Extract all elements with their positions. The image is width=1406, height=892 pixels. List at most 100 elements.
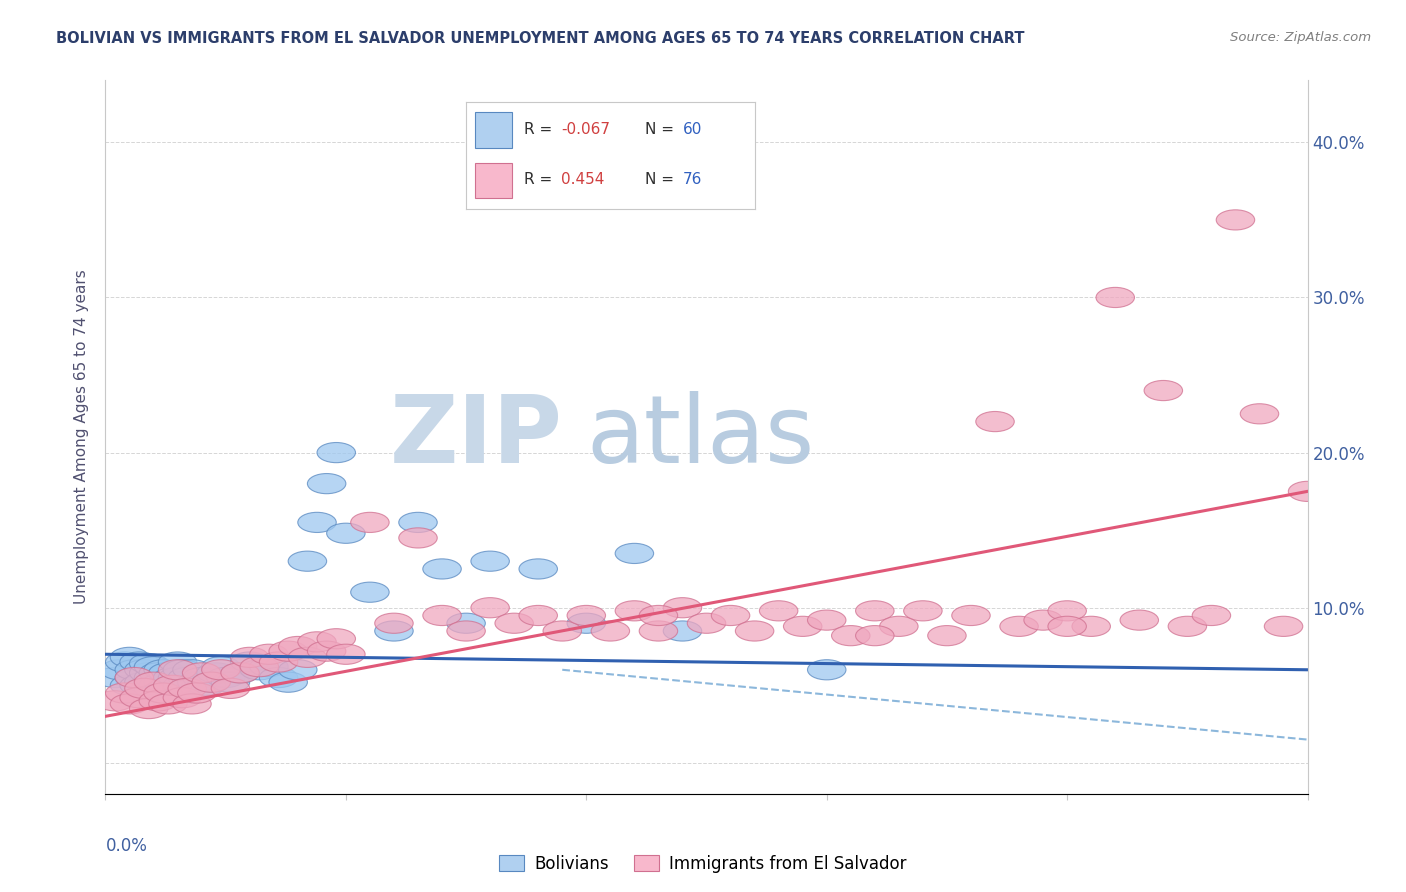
Ellipse shape [1192, 606, 1230, 625]
Ellipse shape [201, 660, 240, 680]
Ellipse shape [173, 694, 211, 714]
Ellipse shape [1168, 616, 1206, 636]
Ellipse shape [928, 625, 966, 646]
Ellipse shape [399, 528, 437, 548]
Ellipse shape [139, 663, 177, 683]
Ellipse shape [495, 613, 533, 633]
Ellipse shape [231, 648, 269, 667]
Ellipse shape [159, 660, 197, 680]
Ellipse shape [269, 672, 308, 692]
Ellipse shape [259, 652, 298, 672]
Ellipse shape [177, 672, 217, 692]
Ellipse shape [399, 512, 437, 533]
Ellipse shape [856, 625, 894, 646]
Ellipse shape [783, 616, 823, 636]
Ellipse shape [1071, 616, 1111, 636]
Ellipse shape [221, 663, 259, 683]
Ellipse shape [193, 672, 231, 692]
Ellipse shape [350, 582, 389, 602]
Ellipse shape [115, 667, 153, 688]
Ellipse shape [125, 660, 163, 680]
Ellipse shape [110, 694, 149, 714]
Ellipse shape [197, 663, 235, 683]
Ellipse shape [519, 606, 557, 625]
Ellipse shape [231, 652, 269, 672]
Ellipse shape [1097, 287, 1135, 308]
Ellipse shape [1121, 610, 1159, 631]
Ellipse shape [880, 616, 918, 636]
Ellipse shape [125, 678, 163, 698]
Ellipse shape [519, 559, 557, 579]
Ellipse shape [163, 675, 201, 696]
Ellipse shape [591, 621, 630, 641]
Ellipse shape [976, 411, 1014, 432]
Ellipse shape [807, 610, 846, 631]
Ellipse shape [177, 683, 217, 703]
Ellipse shape [952, 606, 990, 625]
Ellipse shape [193, 672, 231, 692]
Ellipse shape [163, 660, 201, 680]
Ellipse shape [110, 648, 149, 667]
Ellipse shape [250, 657, 288, 677]
Ellipse shape [567, 613, 606, 633]
Text: 60: 60 [682, 122, 702, 137]
Ellipse shape [240, 657, 278, 677]
Ellipse shape [616, 543, 654, 564]
Ellipse shape [143, 683, 183, 703]
FancyBboxPatch shape [475, 112, 512, 148]
Ellipse shape [298, 632, 336, 652]
Ellipse shape [143, 660, 183, 680]
Ellipse shape [149, 694, 187, 714]
Ellipse shape [423, 559, 461, 579]
Ellipse shape [308, 641, 346, 661]
Ellipse shape [135, 672, 173, 692]
Ellipse shape [269, 641, 308, 661]
Ellipse shape [807, 660, 846, 680]
Ellipse shape [101, 660, 139, 680]
Ellipse shape [167, 667, 207, 688]
Ellipse shape [259, 667, 298, 688]
Ellipse shape [129, 663, 167, 683]
Ellipse shape [143, 672, 183, 692]
Ellipse shape [350, 512, 389, 533]
Ellipse shape [688, 613, 725, 633]
Ellipse shape [135, 678, 173, 698]
Ellipse shape [96, 690, 135, 711]
Ellipse shape [735, 621, 773, 641]
Ellipse shape [831, 625, 870, 646]
Text: -0.067: -0.067 [561, 122, 610, 137]
Text: N =: N = [645, 172, 679, 187]
Ellipse shape [1288, 482, 1327, 501]
Ellipse shape [316, 442, 356, 463]
Ellipse shape [316, 629, 356, 648]
Ellipse shape [664, 598, 702, 618]
Ellipse shape [105, 683, 143, 703]
Ellipse shape [1240, 404, 1278, 424]
Ellipse shape [447, 621, 485, 641]
Text: BOLIVIAN VS IMMIGRANTS FROM EL SALVADOR UNEMPLOYMENT AMONG AGES 65 TO 74 YEARS C: BOLIVIAN VS IMMIGRANTS FROM EL SALVADOR … [56, 31, 1025, 46]
Ellipse shape [856, 600, 894, 621]
Ellipse shape [163, 688, 201, 707]
Ellipse shape [1047, 616, 1087, 636]
Ellipse shape [120, 652, 159, 672]
Ellipse shape [471, 551, 509, 571]
Ellipse shape [1264, 616, 1303, 636]
Ellipse shape [159, 652, 197, 672]
Ellipse shape [1144, 381, 1182, 401]
Ellipse shape [664, 621, 702, 641]
Ellipse shape [211, 678, 250, 698]
Legend: Bolivians, Immigrants from El Salvador: Bolivians, Immigrants from El Salvador [492, 848, 914, 880]
Text: 0.0%: 0.0% [105, 837, 148, 855]
Ellipse shape [288, 551, 326, 571]
Text: R =: R = [524, 172, 557, 187]
Ellipse shape [567, 606, 606, 625]
Ellipse shape [288, 648, 326, 667]
Ellipse shape [711, 606, 749, 625]
Ellipse shape [759, 600, 797, 621]
Ellipse shape [471, 598, 509, 618]
Ellipse shape [135, 667, 173, 688]
Ellipse shape [201, 657, 240, 677]
Ellipse shape [308, 474, 346, 493]
Ellipse shape [326, 524, 366, 543]
Text: Source: ZipAtlas.com: Source: ZipAtlas.com [1230, 31, 1371, 45]
